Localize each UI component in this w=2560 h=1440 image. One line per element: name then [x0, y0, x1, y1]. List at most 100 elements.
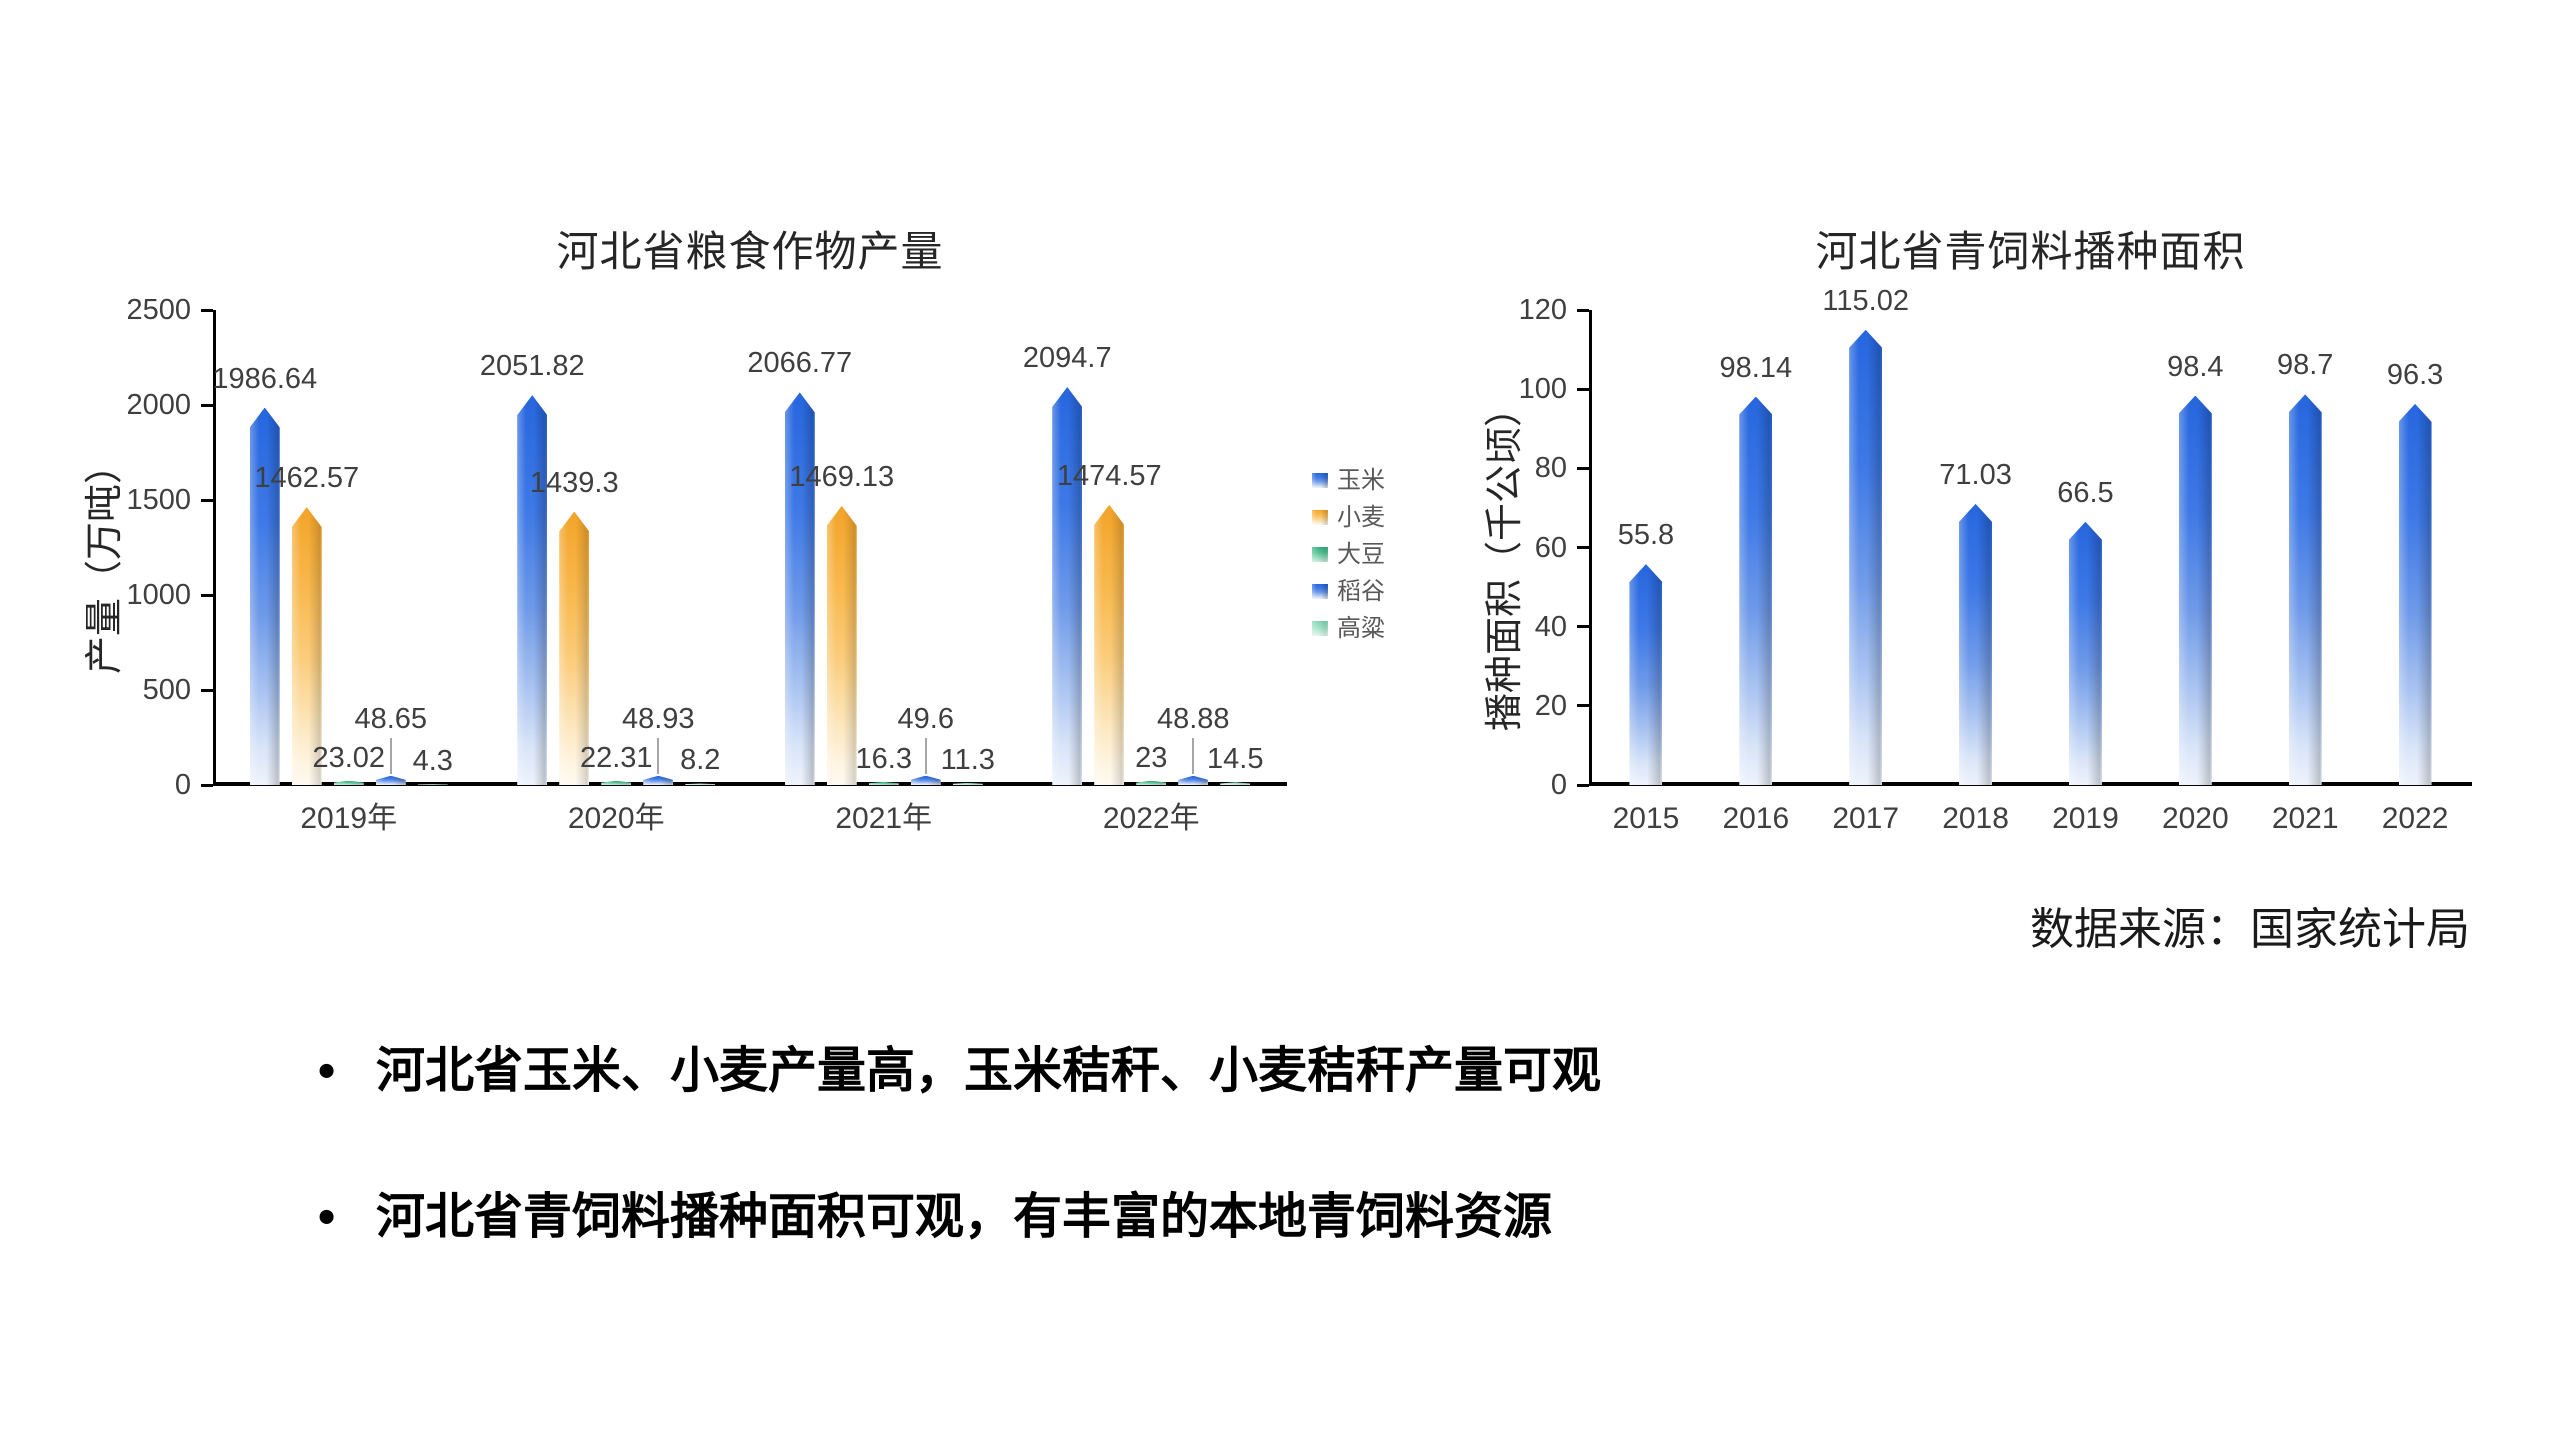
bar-高粱-2022年 [1220, 782, 1251, 785]
right-chart-plot-area: 0 20 40 60 80 100 120 2015 55.8 2016 98.14 2017 115.… [1519, 285, 2472, 835]
legend-marker-稻谷 [1312, 584, 1328, 599]
y-axis-tick [201, 688, 213, 692]
bar-大豆-2019年 [333, 780, 364, 785]
y-axis-tick-label: 120 [1518, 294, 1567, 326]
value-label-大豆-2019年: 23.02 [312, 741, 386, 774]
value-label-高粱-2020年: 8.2 [680, 744, 721, 777]
value-label-小麦-2019年: 1462.57 [254, 462, 360, 495]
left-chart-y-axis-title: 产量（万吨） [84, 446, 126, 675]
bar-高粱-2020年 [685, 783, 716, 785]
x-axis-category-label: 2015 [1612, 802, 1680, 835]
legend-label: 玉米 [1337, 467, 1385, 494]
y-axis-tick [201, 498, 213, 502]
value-label-高粱-2022年: 14.5 [1207, 743, 1264, 776]
y-axis-tick-label: 100 [1518, 373, 1567, 406]
y-axis-tick [1577, 704, 1589, 708]
value-label-高粱-2019年: 4.3 [412, 745, 453, 778]
x-axis-category-label: 2022年 [1102, 802, 1200, 835]
legend-marker-玉米 [1312, 473, 1328, 488]
x-axis-category-label: 2019年 [300, 802, 398, 835]
bar-玉米-2021年 [784, 392, 815, 785]
y-axis-tick [1577, 466, 1589, 470]
bar-播种面积-2015 [1629, 564, 1663, 785]
bar-播种面积-2022 [2398, 403, 2432, 785]
bar-玉米-2022年 [1052, 387, 1083, 785]
x-axis-category-label: 2020 [2161, 802, 2229, 835]
y-axis-tick-label: 0 [174, 769, 191, 801]
x-axis-category-label: 2022 [2381, 802, 2449, 835]
legend-marker-高粱 [1312, 621, 1328, 636]
label-leader-line [924, 737, 927, 774]
bullet-list: 河北省玉米、小麦产量高，玉米秸秆、小麦秸秆产量可观 河北省青饲料播种面积可观，有… [318, 1040, 2318, 1331]
value-label-稻谷-2020年: 48.93 [621, 702, 695, 735]
y-axis-tick [1577, 308, 1589, 312]
y-axis-tick-label: 40 [1534, 610, 1567, 643]
value-label-稻谷-2022年: 48.88 [1156, 702, 1230, 735]
bar-稻谷-2020年 [643, 775, 674, 785]
x-axis-category-label: 2021年 [835, 802, 933, 835]
bar-大豆-2021年 [868, 781, 899, 785]
bar-播种面积-2021 [2288, 394, 2322, 785]
value-label-大豆-2021年: 16.3 [855, 742, 912, 775]
bar-小麦-2021年 [826, 505, 857, 785]
bullet-item: 河北省青饲料播种面积可观，有丰富的本地青饲料资源 [318, 1186, 2318, 1250]
y-axis-tick [201, 308, 213, 312]
value-label-大豆-2020年: 22.31 [579, 741, 653, 774]
bar-播种面积-2016 [1739, 396, 1773, 785]
legend-item-玉米: 玉米 [1312, 462, 1385, 499]
legend-label: 小麦 [1337, 504, 1385, 531]
y-axis-tick-label: 80 [1534, 452, 1567, 485]
data-source-text: 数据来源：国家统计局 [2030, 905, 2470, 954]
y-axis-tick [201, 593, 213, 597]
label-leader-line [657, 737, 660, 774]
value-label-玉米-2022年: 2094.7 [1022, 342, 1112, 374]
bar-小麦-2020年 [559, 511, 590, 785]
left-chart-legend: 玉米小麦大豆稻谷高粱 [1312, 462, 1385, 647]
bar-稻谷-2019年 [375, 775, 406, 785]
value-label-玉米-2020年: 2051.82 [479, 350, 585, 383]
x-axis-category-label: 2021 [2271, 802, 2339, 835]
legend-marker-小麦 [1312, 510, 1328, 525]
label-leader-line [389, 737, 392, 774]
bar-播种面积-2017 [1849, 329, 1883, 785]
bar-小麦-2019年 [291, 507, 322, 785]
bar-播种面积-2019 [2068, 521, 2102, 785]
value-label-播种面积-2020: 98.4 [2167, 350, 2224, 383]
value-label-高粱-2021年: 11.3 [940, 743, 995, 776]
bar-玉米-2020年 [517, 395, 548, 785]
bar-播种面积-2018 [1959, 503, 1993, 785]
legend-label: 稻谷 [1337, 578, 1385, 605]
y-axis-tick-label: 2000 [126, 389, 191, 421]
y-axis-tick [1577, 625, 1589, 629]
legend-item-大豆: 大豆 [1312, 536, 1385, 573]
label-leader-line [1192, 737, 1195, 774]
y-axis-tick-label: 0 [1550, 769, 1567, 801]
bullet-item: 河北省玉米、小麦产量高，玉米秸秆、小麦秸秆产量可观 [318, 1040, 2318, 1104]
y-axis-line [1589, 310, 1592, 785]
y-axis-tick [1577, 783, 1589, 787]
legend-item-稻谷: 稻谷 [1312, 573, 1385, 610]
x-axis-category-label: 2016 [1722, 802, 1790, 835]
value-label-稻谷-2021年: 49.6 [897, 702, 954, 735]
x-axis-line [213, 782, 1287, 786]
value-label-播种面积-2016: 98.14 [1719, 351, 1793, 384]
y-axis-tick-label: 500 [142, 674, 191, 706]
y-axis-tick [201, 403, 213, 407]
legend-label: 高粱 [1337, 615, 1385, 642]
y-axis-tick-label: 2500 [126, 294, 191, 326]
legend-marker-大豆 [1312, 547, 1328, 562]
legend-item-小麦: 小麦 [1312, 499, 1385, 536]
y-axis-tick [1577, 546, 1589, 549]
bar-玉米-2019年 [249, 407, 280, 785]
value-label-播种面积-2015: 55.8 [1617, 519, 1675, 552]
bar-高粱-2021年 [952, 782, 983, 785]
y-axis-tick [1577, 387, 1589, 391]
value-label-玉米-2019年: 1986.64 [212, 362, 318, 395]
bar-播种面积-2020 [2178, 395, 2212, 785]
x-axis-category-label: 2020年 [567, 802, 665, 835]
x-axis-category-label: 2018 [1942, 802, 2009, 835]
y-axis-tick [201, 783, 213, 787]
left-chart-plot-area: 0 500 1000 1500 2000 2500 2019年 1986.64 1462.57 2… [126, 294, 1287, 835]
bar-稻谷-2022年 [1178, 775, 1209, 785]
